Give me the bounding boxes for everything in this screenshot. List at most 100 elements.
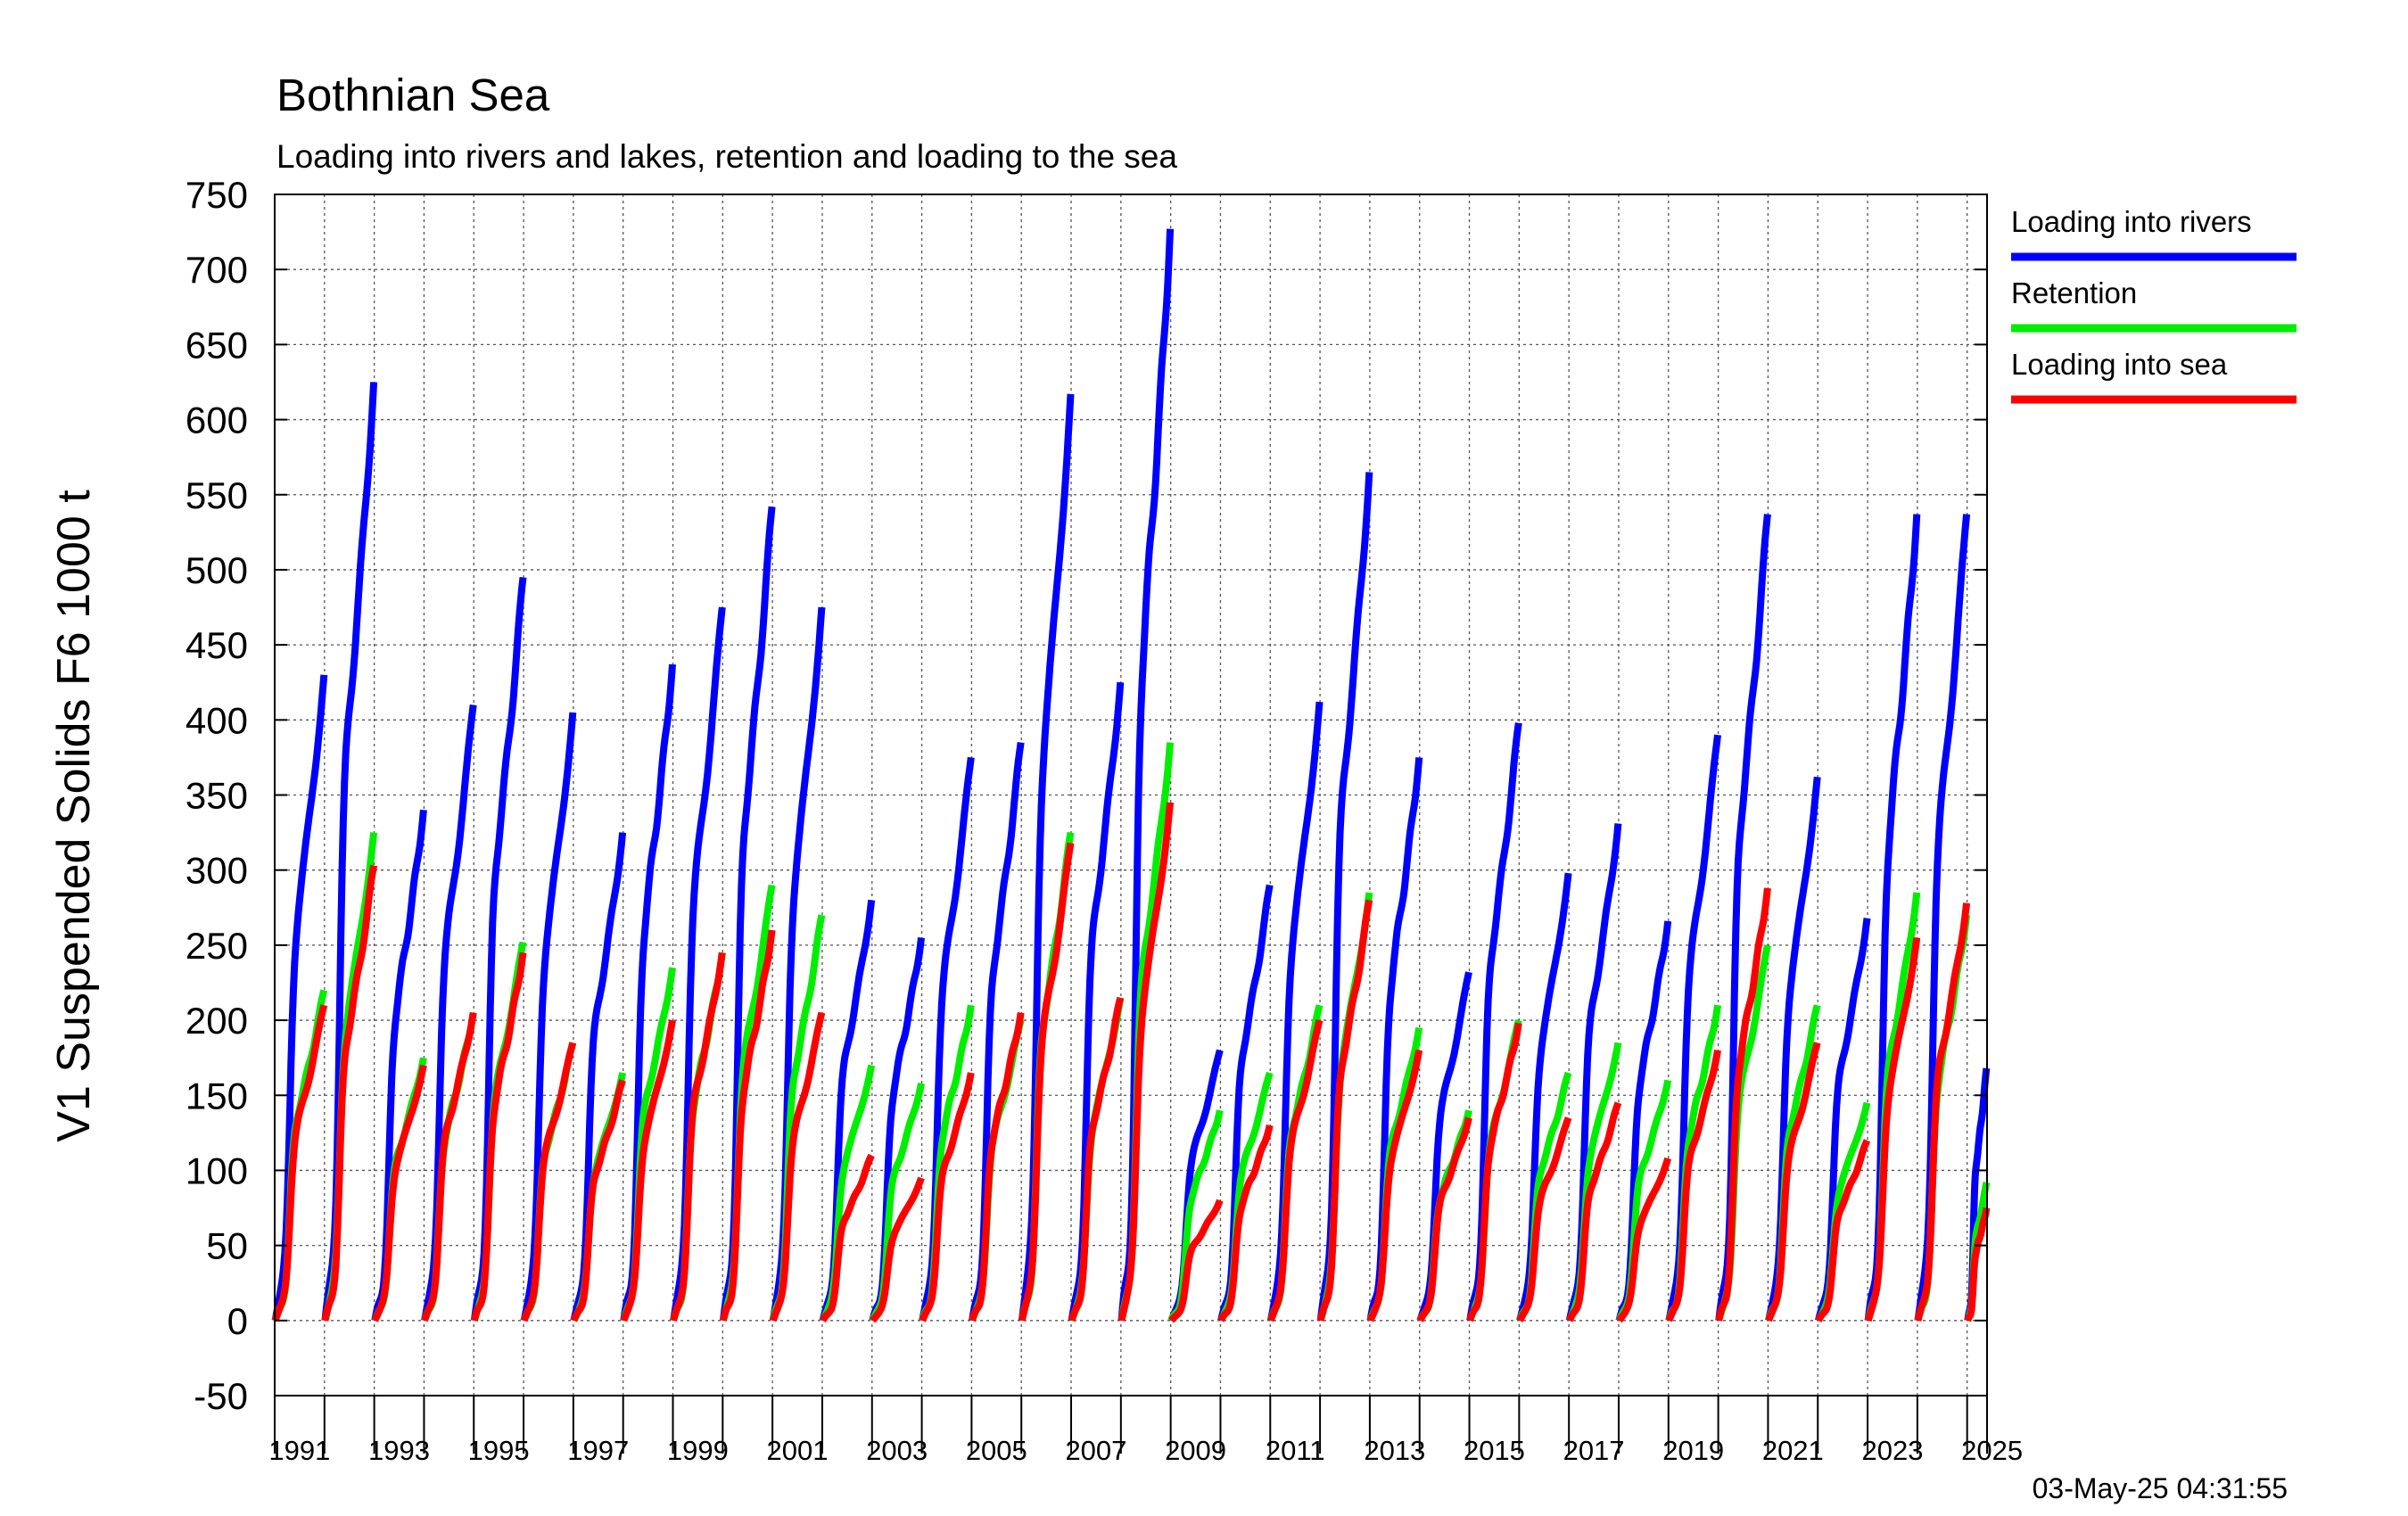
legend: Loading into rivers Retention Loading into… (2011, 205, 2297, 404)
y-tick-label: 750 (186, 174, 248, 216)
series-line (1864, 936, 1921, 1322)
series-line (670, 952, 726, 1322)
series-line (1366, 757, 1423, 1322)
series-line (670, 606, 726, 1322)
series-line (1316, 472, 1373, 1322)
series-line (819, 899, 876, 1322)
series-line (421, 704, 477, 1322)
series-line (1117, 228, 1175, 1322)
series-line (371, 1064, 427, 1322)
y-tick-label: 150 (186, 1075, 248, 1116)
y-tick-label: 100 (186, 1149, 248, 1191)
series-line (271, 1004, 328, 1322)
series-line (1864, 514, 1921, 1322)
legend-label: Loading into sea (2011, 348, 2228, 381)
series-line (1665, 1050, 1721, 1322)
series-line (869, 937, 925, 1322)
y-axis: -50 0 50 100 150 200 250 300 350 400 450 500 550 600 6… (186, 174, 1987, 1417)
series-line (1168, 1199, 1224, 1323)
y-tick-label: 500 (186, 549, 248, 591)
series-line (1964, 1207, 1991, 1323)
x-tick-label: 1993 (368, 1435, 430, 1466)
y-tick-label: 50 (206, 1225, 248, 1267)
series-line (371, 809, 427, 1322)
y-axis-label: V1 Suspended Solids F6 1000 t (48, 490, 100, 1142)
series-line (1266, 701, 1324, 1322)
series-line (1466, 1022, 1522, 1322)
x-tick-label: 2003 (866, 1435, 928, 1466)
x-tick-label: 2019 (1662, 1435, 1724, 1466)
series-line (969, 1011, 1025, 1322)
series-line (769, 1011, 826, 1322)
x-tick-label: 2017 (1563, 1435, 1625, 1466)
x-tick-label: 2025 (1961, 1435, 2023, 1466)
series-line (1616, 1157, 1672, 1323)
x-tick-label: 2009 (1165, 1435, 1226, 1466)
x-tick-label: 2021 (1762, 1435, 1824, 1466)
series-line (969, 742, 1025, 1322)
series-line (1267, 1019, 1324, 1322)
series-line (1715, 887, 1771, 1322)
chart-subtitle: Loading into rivers and lakes, retention… (276, 138, 1177, 175)
series-line (1018, 393, 1075, 1322)
y-tick-label: 400 (186, 699, 248, 741)
series-line (470, 952, 527, 1322)
x-tick-label: 1997 (567, 1435, 629, 1466)
series-line (470, 576, 527, 1322)
series-line (919, 1072, 975, 1322)
series-line (421, 1011, 477, 1322)
series-line (1068, 996, 1125, 1322)
series-line (820, 1153, 875, 1322)
series-line (1018, 842, 1075, 1322)
y-tick-label: -50 (194, 1375, 248, 1417)
x-tick-label: 1995 (468, 1435, 530, 1466)
series-line (1715, 514, 1771, 1322)
x-tick-label: 2001 (767, 1435, 829, 1466)
x-tick-label: 2023 (1861, 1435, 1923, 1466)
series-line (1516, 1116, 1572, 1322)
timestamp: 03-May-25 04:31:55 (2033, 1472, 2288, 1504)
series-line (1217, 1125, 1274, 1322)
legend-label: Loading into rivers (2011, 205, 2252, 238)
series-line (520, 1042, 577, 1322)
y-tick-label: 200 (186, 1000, 248, 1042)
series-line (1316, 899, 1373, 1322)
series-line (1765, 1042, 1821, 1322)
chart-title: Bothnian Sea (276, 70, 550, 120)
x-tick-label: 2013 (1364, 1435, 1425, 1466)
y-tick-label: 300 (186, 850, 248, 892)
y-tick-label: 450 (186, 624, 248, 666)
x-tick-label: 2005 (966, 1435, 1027, 1466)
series-line (1615, 920, 1672, 1322)
series-line (1366, 1049, 1423, 1322)
series-line (1466, 722, 1522, 1322)
series-line (720, 929, 776, 1322)
series-line (570, 832, 627, 1322)
x-tick-label: 2007 (1065, 1435, 1126, 1466)
series-line (321, 382, 378, 1322)
series-line (271, 674, 328, 1322)
series-line (620, 663, 676, 1322)
x-axis: 1991 1993 1995 1997 1999 2001 2003 2005 2007 2009… (268, 1396, 2023, 1466)
series-group (271, 228, 1991, 1323)
series-line (870, 1176, 925, 1323)
series-line (620, 1019, 676, 1322)
y-tick-label: 600 (186, 400, 248, 441)
y-tick-label: 700 (186, 249, 248, 291)
y-tick-label: 350 (186, 775, 248, 817)
y-tick-label: 250 (186, 925, 248, 967)
series-line (1117, 802, 1175, 1322)
series-line (1815, 1139, 1871, 1322)
series-line (1068, 681, 1125, 1322)
legend-label: Retention (2011, 276, 2137, 309)
series-line (1914, 902, 1971, 1322)
series-line (321, 864, 378, 1322)
series-line (1914, 514, 1971, 1322)
series-line (1416, 1116, 1472, 1322)
y-tick-label: 0 (227, 1300, 248, 1342)
series-line (570, 1079, 626, 1322)
y-tick-label: 550 (186, 474, 248, 516)
y-tick-label: 650 (186, 324, 248, 366)
x-tick-label: 1999 (667, 1435, 729, 1466)
